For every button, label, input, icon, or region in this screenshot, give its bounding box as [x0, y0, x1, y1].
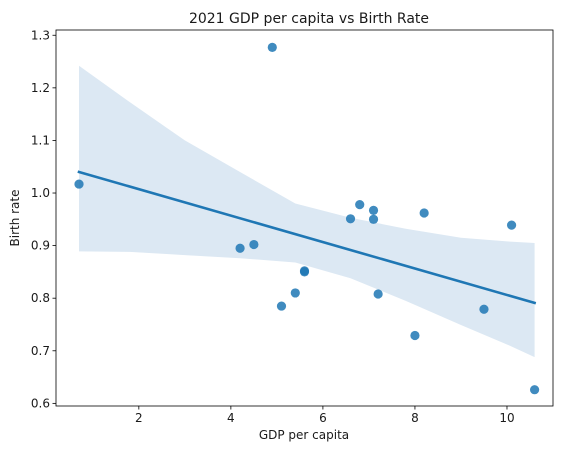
data-point	[506, 220, 517, 230]
data-point	[373, 289, 383, 299]
y-axis: 0.6 0.7 0.8 0.9 1.0 1.1 1.2 1.3	[31, 28, 56, 410]
regression-line	[77, 170, 537, 305]
data-point	[267, 42, 277, 52]
data-point	[276, 301, 287, 311]
confidence-band	[79, 65, 535, 358]
x-axis: 2 4 6 8 10	[135, 406, 515, 425]
y-tick-label: 1.0	[31, 186, 50, 200]
regression-line-layer	[77, 170, 537, 305]
y-tick-label: 0.7	[31, 344, 50, 358]
y-tick-label: 1.1	[31, 133, 50, 147]
y-axis-title: Birth rate	[8, 190, 22, 247]
data-point	[74, 179, 84, 189]
y-tick-label: 0.9	[31, 239, 50, 253]
data-point	[368, 205, 379, 215]
plot-area-frame	[55, 29, 554, 407]
y-tick-label: 1.2	[31, 81, 50, 95]
x-tick-label: 6	[319, 411, 327, 425]
x-tick-label: 4	[227, 411, 235, 425]
confidence-band-layer	[79, 65, 535, 358]
scatter-points-layer	[74, 42, 540, 395]
data-point	[479, 304, 489, 314]
x-axis-title: GDP per capita	[259, 428, 349, 442]
data-point	[249, 239, 259, 250]
data-point	[368, 214, 379, 224]
x-tick-label: 10	[499, 411, 514, 425]
y-tick-label: 1.3	[31, 28, 50, 42]
data-point	[235, 243, 245, 253]
data-point	[410, 330, 420, 341]
y-tick-label: 0.8	[31, 291, 50, 305]
data-point	[299, 267, 310, 277]
x-tick-label: 2	[135, 411, 143, 425]
x-tick-label: 8	[411, 411, 419, 425]
y-tick-label: 0.6	[31, 396, 50, 410]
data-point	[419, 208, 429, 218]
chart-title: 2021 GDP per capita vs Birth Rate	[189, 11, 429, 27]
data-point	[529, 385, 540, 395]
data-point	[290, 288, 300, 298]
data-point	[355, 199, 365, 210]
data-point	[345, 214, 356, 224]
